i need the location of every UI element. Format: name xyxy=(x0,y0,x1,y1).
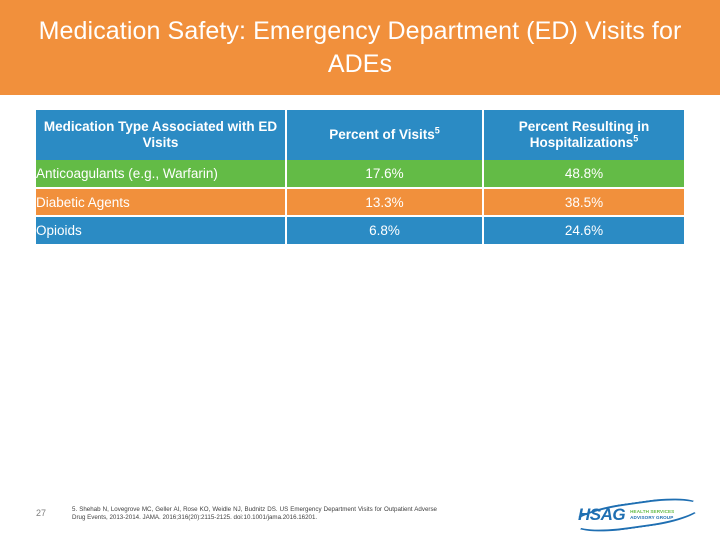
cell-percent-visits: 6.8% xyxy=(286,216,484,244)
slide-title-banner: Medication Safety: Emergency Department … xyxy=(0,0,720,95)
cell-medication-type: Diabetic Agents xyxy=(36,188,287,217)
column-header-medication-type-label: Medication Type Associated with ED Visit… xyxy=(43,119,278,150)
cell-percent-hospitalizations: 38.5% xyxy=(483,188,684,217)
page-title: Medication Safety: Emergency Department … xyxy=(38,16,682,78)
logo-tagline-line2: ADVISORY GROUP xyxy=(630,515,674,520)
logo-tagline: HEALTH SERVICES ADVISORY GROUP xyxy=(630,509,674,521)
column-header-percent-hospitalizations-superscript: 5 xyxy=(633,133,639,144)
logo-wordmark: HSAG xyxy=(578,505,626,524)
cell-percent-hospitalizations: 24.6% xyxy=(483,216,684,244)
column-header-percent-hospitalizations: Percent Resulting in Hospitalizations5 xyxy=(483,110,684,160)
column-header-percent-visits: Percent of Visits5 xyxy=(286,110,484,160)
table-row: Diabetic Agents 13.3% 38.5% xyxy=(36,188,684,217)
slide-number: 27 xyxy=(36,508,47,518)
cell-percent-visits: 13.3% xyxy=(286,188,484,217)
citation-text: 5. Shehab N, Lovegrove MC, Geller AI, Ro… xyxy=(72,506,437,522)
column-header-percent-hospitalizations-label: Percent Resulting in Hospitalizations xyxy=(518,119,650,150)
table-row: Opioids 6.8% 24.6% xyxy=(36,216,684,244)
ade-table-container: Medication Type Associated with ED Visit… xyxy=(36,110,684,244)
column-header-percent-visits-label: Percent of Visits xyxy=(329,127,435,142)
column-header-percent-visits-superscript: 5 xyxy=(434,125,440,136)
cell-percent-visits: 17.6% xyxy=(286,160,484,189)
cell-medication-type: Anticoagulants (e.g., Warfarin) xyxy=(36,160,287,189)
ade-table: Medication Type Associated with ED Visit… xyxy=(36,110,684,244)
table-header: Medication Type Associated with ED Visit… xyxy=(36,110,684,160)
table-header-row: Medication Type Associated with ED Visit… xyxy=(36,110,684,160)
logo-tagline-line1: HEALTH SERVICES xyxy=(630,509,675,514)
cell-percent-hospitalizations: 48.8% xyxy=(483,160,684,189)
hsag-logo: HSAG HEALTH SERVICES ADVISORY GROUP xyxy=(570,493,704,537)
table-body: Anticoagulants (e.g., Warfarin) 17.6% 48… xyxy=(36,160,684,244)
table-row: Anticoagulants (e.g., Warfarin) 17.6% 48… xyxy=(36,160,684,189)
cell-medication-type: Opioids xyxy=(36,216,287,244)
column-header-medication-type: Medication Type Associated with ED Visit… xyxy=(36,110,287,160)
